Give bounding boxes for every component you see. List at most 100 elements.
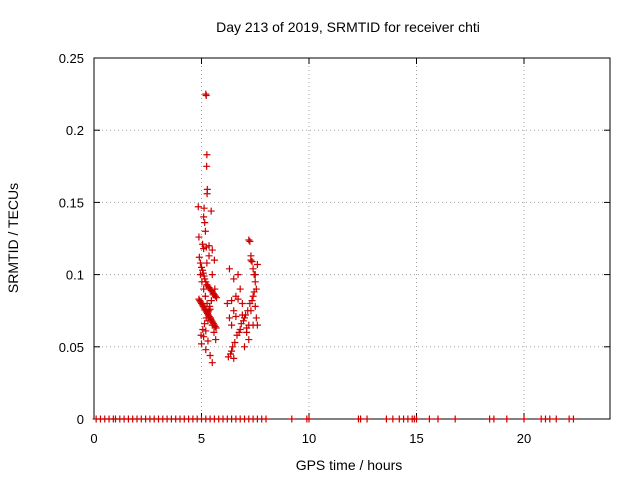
data-point (205, 252, 213, 260)
x-tick-label: 10 (302, 431, 316, 446)
data-point (204, 337, 212, 345)
data-point (207, 297, 215, 305)
x-tick-label: 15 (409, 431, 423, 446)
data-point (238, 299, 246, 307)
data-point (228, 297, 236, 305)
data-point (248, 258, 256, 266)
y-tick-label: 0.2 (66, 123, 84, 138)
data-point (234, 295, 242, 303)
data-point (211, 323, 219, 331)
data-point (208, 359, 216, 367)
data-point (245, 336, 253, 344)
data-point (198, 278, 206, 286)
data-point (201, 219, 209, 227)
data-point (231, 338, 239, 346)
data-point (228, 347, 236, 355)
data-point (200, 213, 208, 221)
chart-title: Day 213 of 2019, SRMTID for receiver cht… (216, 19, 480, 35)
y-tick-label: 0.15 (59, 195, 84, 210)
data-point (305, 415, 313, 423)
data-point (241, 343, 248, 351)
data-point (247, 252, 255, 260)
data-point (232, 312, 240, 320)
data-point (250, 271, 258, 279)
data-point (288, 415, 296, 423)
data-point (210, 256, 218, 264)
data-point (202, 92, 210, 100)
data-point (238, 311, 246, 319)
data-point (520, 415, 528, 423)
data-point (251, 302, 259, 310)
plot-frame (93, 57, 611, 420)
data-point (203, 151, 211, 159)
data-point (212, 324, 220, 332)
data-point (195, 233, 203, 241)
data-point (234, 271, 242, 279)
data-point (252, 314, 260, 322)
data-point (249, 292, 257, 300)
data-point (194, 203, 202, 211)
data-point (203, 190, 211, 198)
data-point (251, 278, 259, 286)
data-point (206, 351, 214, 359)
y-axis-label: SRMTID / TECUs (5, 183, 21, 293)
y-tick-label: 0.05 (59, 340, 84, 355)
data-point (198, 340, 205, 348)
x-tick-label: 0 (90, 431, 97, 446)
data-point (503, 415, 511, 423)
data-point (546, 415, 554, 423)
data-point (413, 415, 420, 423)
data-point (490, 415, 498, 423)
data-point (200, 204, 208, 212)
data-point (230, 354, 238, 362)
data-point (357, 415, 365, 423)
data-point (201, 227, 209, 235)
data-point (239, 317, 247, 325)
data-point (236, 325, 244, 333)
axis-ticks: 0 0.05 0.1 0.15 0.2 0.25 0 5 10 15 20 (59, 51, 610, 446)
data-point (203, 162, 211, 170)
data-point (389, 415, 397, 423)
data-point (225, 314, 233, 322)
data-point (208, 321, 216, 329)
y-tick-label: 0 (77, 412, 84, 427)
data-point (205, 242, 213, 250)
data-point (210, 328, 218, 336)
data-point (196, 271, 204, 279)
data-point (253, 260, 261, 268)
data-point (201, 292, 209, 300)
data-point (209, 291, 217, 299)
data-point (223, 299, 231, 307)
grid-lines (94, 58, 610, 419)
data-point (252, 285, 260, 293)
data-point (200, 285, 208, 293)
x-tick-label: 20 (517, 431, 531, 446)
data-point (569, 415, 577, 423)
data-point (199, 325, 207, 333)
data-point (225, 265, 233, 273)
data-point (382, 415, 390, 423)
y-tick-label: 0.1 (66, 268, 84, 283)
data-point (230, 275, 238, 283)
data-point (236, 285, 244, 293)
data-point (253, 321, 261, 329)
data-point (229, 343, 237, 351)
data-point (246, 237, 254, 245)
data-point (230, 307, 238, 315)
data-point (228, 321, 236, 329)
data-point (199, 240, 207, 248)
data-point (203, 259, 211, 267)
data-point (244, 307, 252, 315)
data-point (205, 307, 213, 315)
data-point (207, 207, 215, 215)
data-point (202, 327, 210, 335)
data-point (262, 415, 270, 423)
data-point (363, 415, 371, 423)
x-axis-label: GPS time / hours (296, 457, 403, 473)
data-point (451, 415, 459, 423)
y-tick-label: 0.25 (59, 51, 84, 66)
data-point (204, 317, 212, 325)
data-point (434, 415, 442, 423)
data-point (196, 259, 204, 267)
